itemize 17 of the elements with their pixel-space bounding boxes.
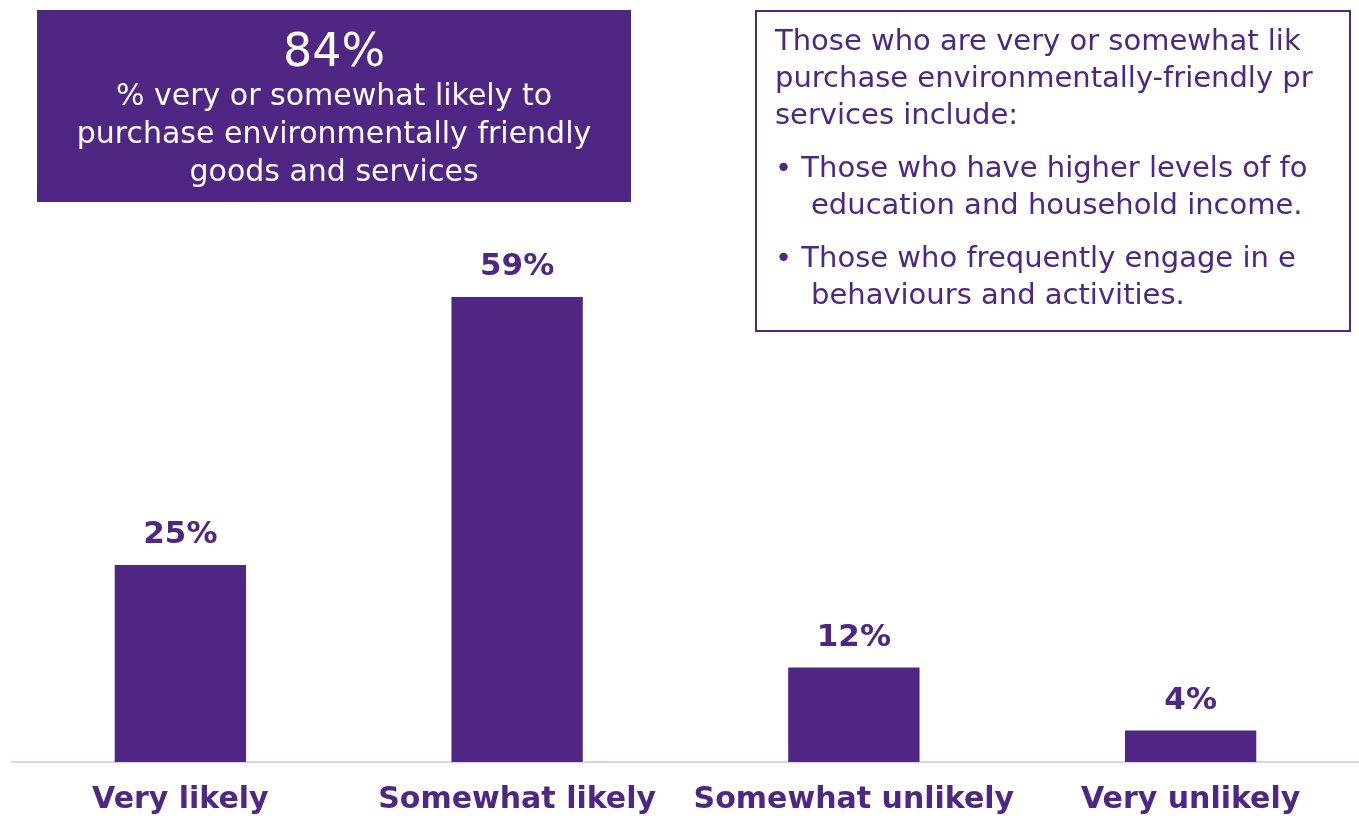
x-tick-label: Somewhat unlikely: [693, 779, 1015, 815]
x-tick-label: Somewhat likely: [378, 779, 657, 815]
annotation: • Those who frequently engage in e behaviours and activities.: [775, 239, 1297, 313]
bar: [788, 667, 920, 762]
text: % very or somewhat likely to purchase environmentally friendly goods and services: [75, 76, 593, 190]
text: 84%: [281, 23, 387, 77]
data-label: 12%: [816, 616, 891, 653]
x-tick-label: Very likely: [92, 779, 270, 815]
text: Those who are very or somewhat lik purchase environmentally-friendly pr services include:: [775, 22, 1314, 133]
bar: [1124, 730, 1257, 762]
bar: [451, 296, 583, 762]
text: • Those who have higher levels of fo education and household income.: [775, 149, 1309, 223]
data-label: 25%: [143, 514, 218, 551]
bar: [114, 564, 247, 762]
data-label: 4%: [1164, 680, 1217, 717]
data-label: 59%: [480, 246, 555, 283]
x-tick-label: Very unlikely: [1080, 779, 1301, 815]
